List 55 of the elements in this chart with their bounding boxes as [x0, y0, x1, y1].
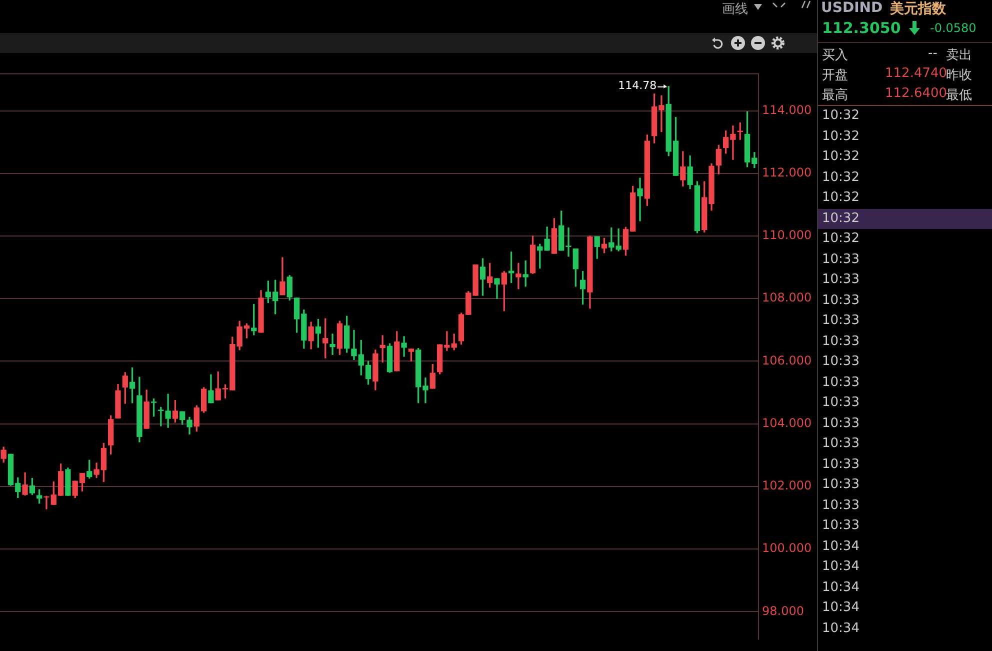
text: 10:32	[822, 210, 860, 226]
text: 10:34	[822, 559, 860, 574]
candlestick	[516, 262, 522, 290]
text: 10:33	[822, 395, 860, 410]
annotation: 114.78	[618, 79, 657, 92]
text: 昨收	[946, 68, 972, 84]
text: 10:33	[822, 477, 860, 492]
text: 10:32	[822, 170, 860, 184]
text: 10:32	[822, 149, 860, 164]
y-tick-label: 112.000	[762, 165, 812, 180]
text: 112.3050	[822, 19, 901, 37]
text: 10:33	[822, 334, 860, 348]
text: 10:33	[822, 272, 860, 287]
y-tick-label: 106.000	[762, 353, 812, 368]
text: USDIND	[821, 0, 883, 16]
text: 10:33	[822, 456, 860, 472]
text: 10:33	[822, 313, 860, 328]
text: 10:34	[822, 538, 860, 554]
y-tick-label: 108.000	[762, 290, 812, 305]
y-tick-label: 100.000	[762, 541, 812, 556]
text: 10:33	[822, 436, 860, 451]
text: 10:32	[822, 190, 860, 205]
text: 美元指数	[890, 0, 946, 18]
text: 10:33	[822, 518, 860, 533]
text: 10:32	[822, 128, 860, 144]
text: 10:33	[822, 498, 860, 512]
text: 10:33	[822, 252, 860, 266]
y-tick-label: 110.000	[762, 228, 812, 242]
text: 最低	[946, 88, 972, 104]
text: 10:33	[822, 374, 860, 390]
y-tick-label: 104.000	[762, 416, 812, 430]
text: 10:32	[822, 231, 860, 246]
text: 买入	[822, 47, 848, 64]
text: 最高	[822, 87, 848, 104]
text: 112.6400	[885, 86, 948, 101]
text: --	[928, 46, 938, 61]
candlestick	[330, 334, 336, 355]
text: 卖出	[946, 47, 972, 64]
y-tick-label: 114.000	[762, 102, 812, 117]
text: 10:33	[822, 292, 860, 308]
text: 10:33	[822, 354, 860, 369]
text: 画线	[722, 1, 748, 18]
text: -0.0580	[930, 21, 976, 35]
text: 10:32	[822, 108, 860, 123]
text: 10:34	[822, 580, 860, 594]
y-tick-label: 98.000	[762, 604, 804, 618]
text: 开盘	[822, 67, 848, 84]
y-tick-label: 102.000	[762, 478, 812, 493]
text: 10:34	[822, 600, 860, 615]
text: 112.4740	[885, 66, 948, 81]
text: 10:33	[822, 416, 860, 430]
candlestick	[637, 178, 643, 222]
text: 10:34	[822, 620, 860, 636]
candlestick	[401, 336, 407, 357]
candlestick	[380, 335, 386, 362]
